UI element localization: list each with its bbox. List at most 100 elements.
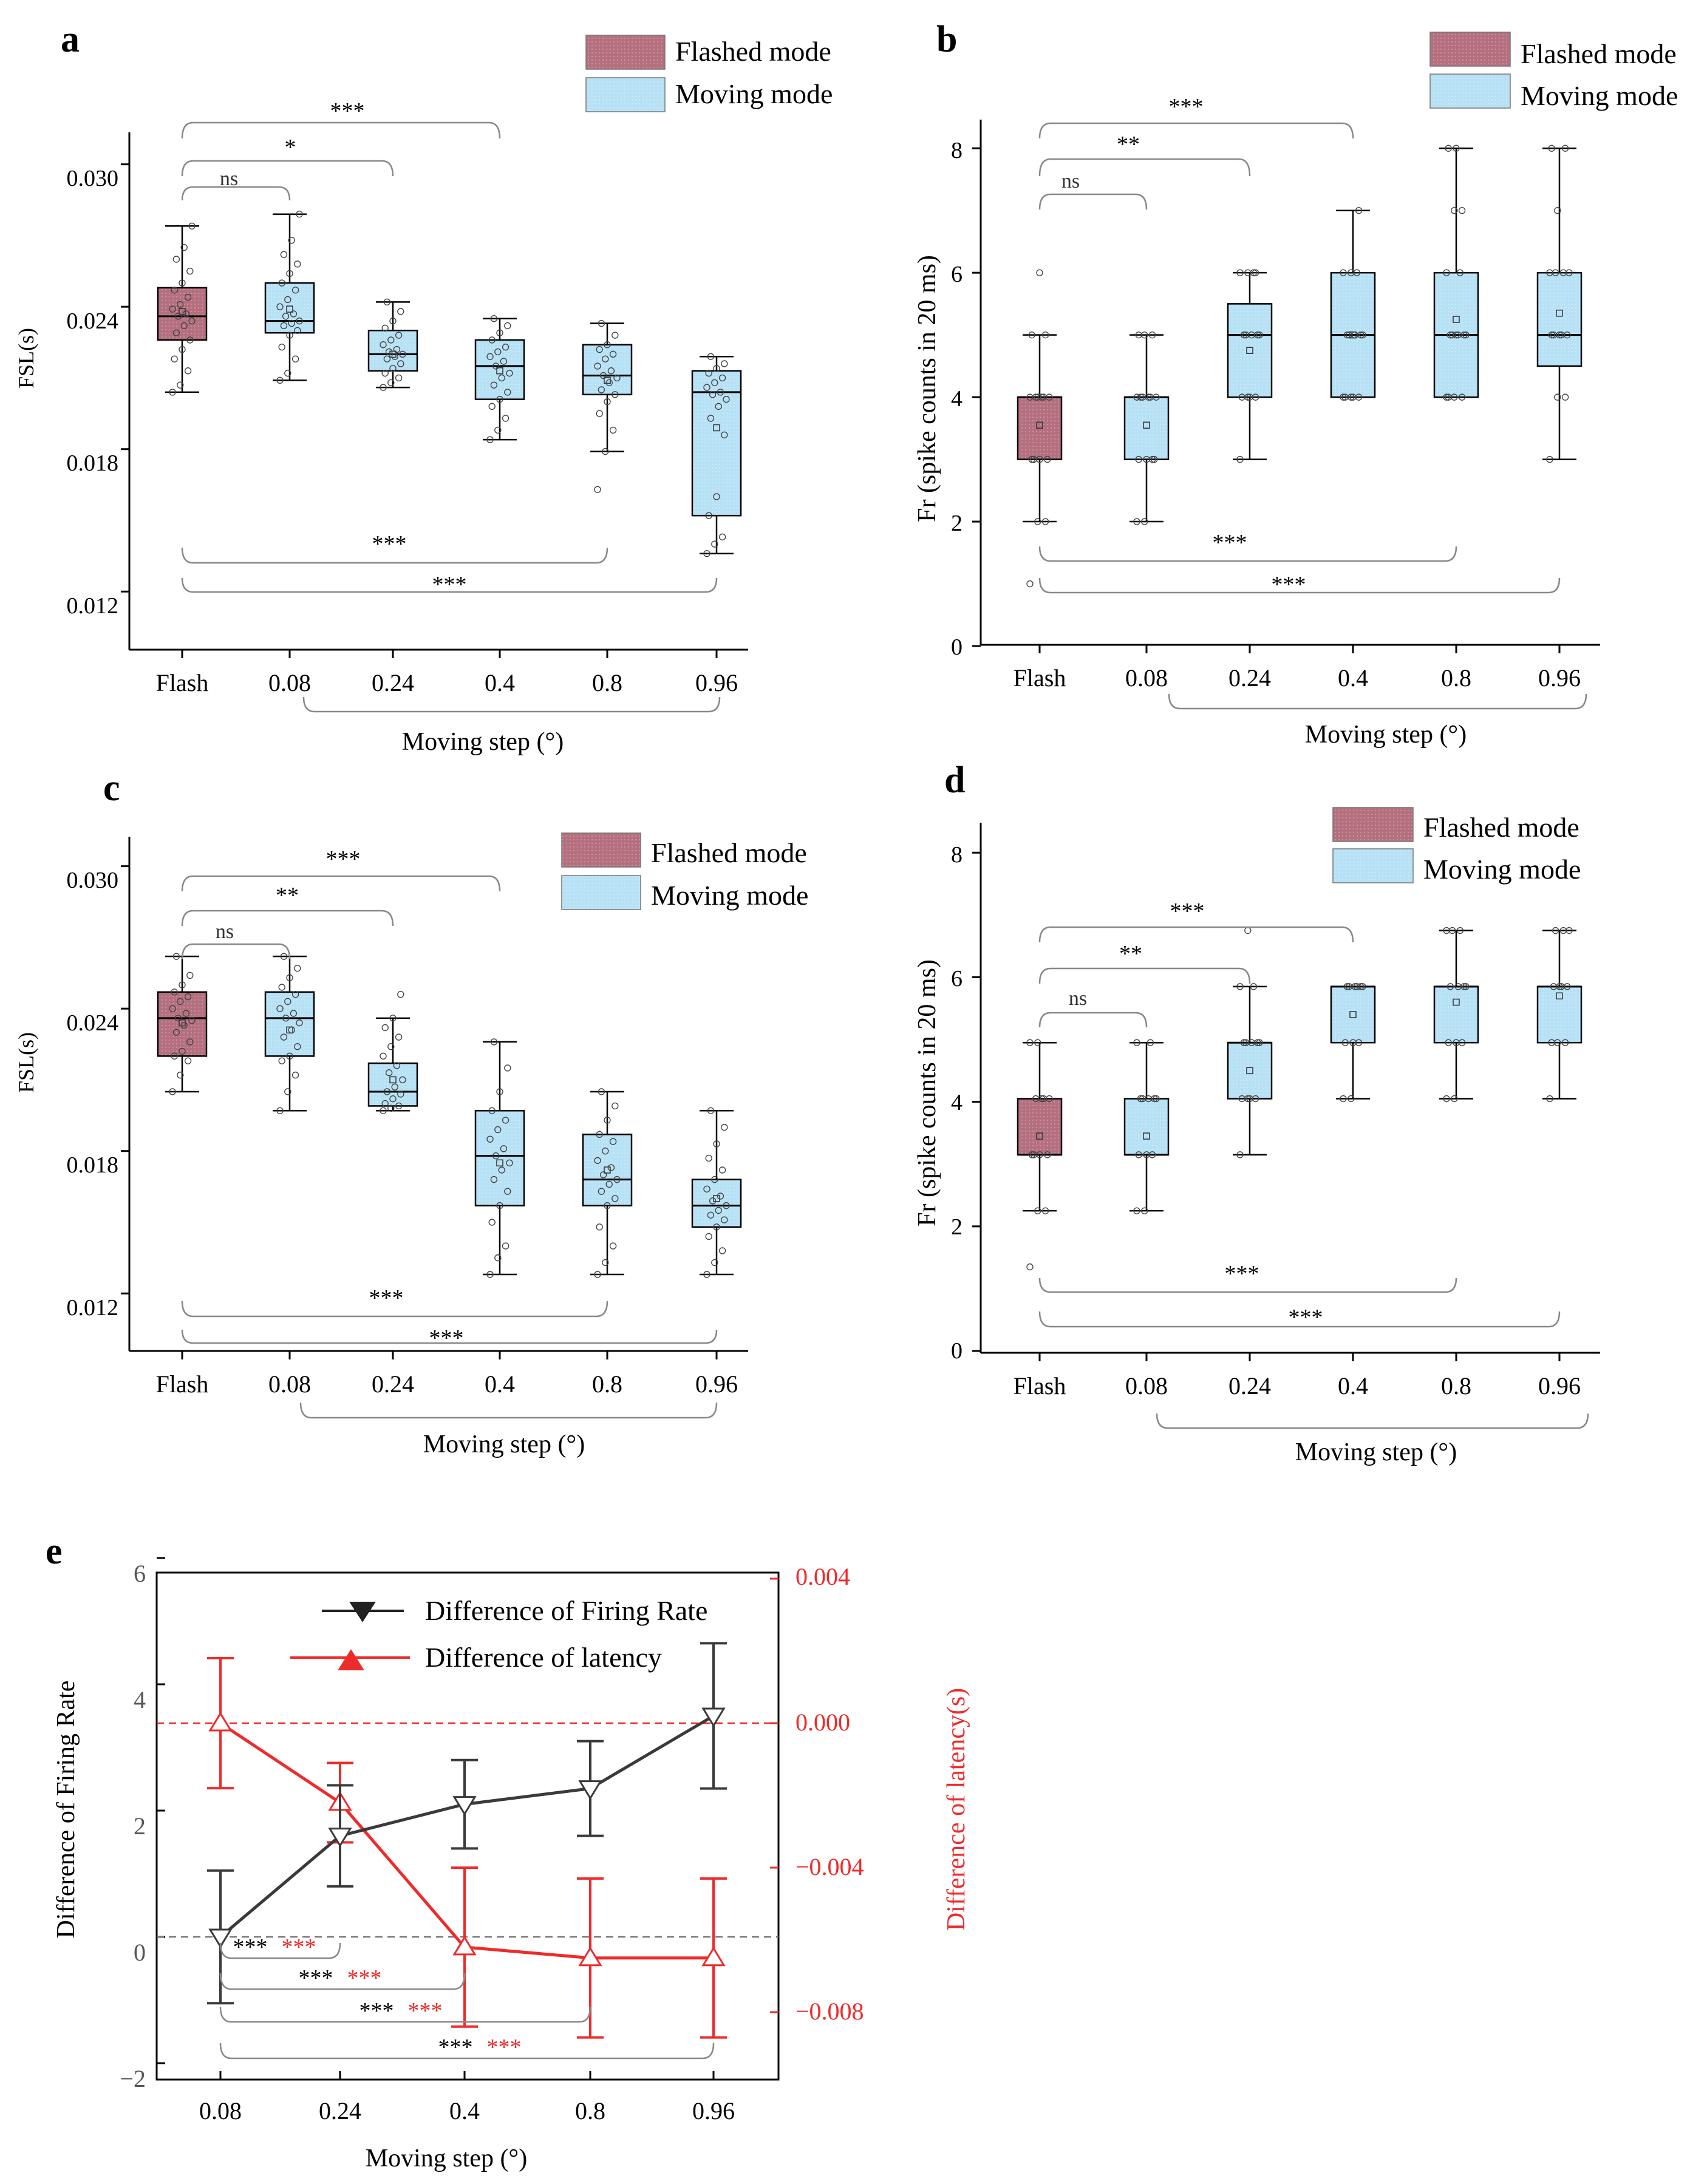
- significance-label: **: [1119, 941, 1142, 967]
- box-mean-marker: [496, 367, 503, 375]
- significance-label: ns: [1069, 987, 1087, 1010]
- data-point: [598, 1188, 605, 1195]
- data-point: [383, 298, 391, 306]
- data-point: [1445, 145, 1452, 152]
- y-tick-label: 0: [951, 1338, 963, 1364]
- legend-swatch-moving: [561, 875, 641, 910]
- data-point: [284, 1088, 291, 1095]
- data-point: [1558, 983, 1565, 990]
- significance-bracket: [219, 1942, 341, 1959]
- significance-bracket: [1038, 1311, 1561, 1328]
- data-point: [1135, 455, 1142, 463]
- y-tick-label: 0.018: [67, 451, 119, 476]
- x-tick-label: 0.4: [449, 2097, 480, 2124]
- data-point: [276, 1005, 284, 1012]
- box-mean-marker: [389, 350, 397, 358]
- significance-label: ***: [1272, 572, 1306, 597]
- data-point: [391, 353, 398, 360]
- data-point: [1453, 1039, 1460, 1046]
- data-point: [1561, 145, 1569, 152]
- box-mean-marker: [1453, 316, 1460, 323]
- x-axis-label: Moving step (°): [1305, 721, 1467, 749]
- data-point: [502, 1242, 509, 1250]
- significance-label: ***: [369, 1285, 404, 1311]
- plot-frame: [155, 1571, 780, 2081]
- data-point: [490, 381, 498, 389]
- data-point: [186, 1038, 194, 1046]
- significance-bracket: [181, 943, 291, 960]
- data-point: [504, 1064, 511, 1072]
- data-point: [1246, 1095, 1253, 1103]
- data-point: [387, 379, 395, 386]
- x-tick-label: 0.4: [1338, 664, 1368, 692]
- data-point: [1546, 1095, 1553, 1103]
- data-point: [395, 1102, 403, 1110]
- plot-area: 0.08 0.24 0.4 0.8 0.96 *** *** *** *** *** *** *** *…: [155, 1557, 780, 2124]
- x-tick-label: Flash: [1014, 1372, 1066, 1400]
- data-point: [1242, 331, 1250, 339]
- significance-bracket: [1038, 1012, 1148, 1028]
- legend-label: Flashed mode: [651, 837, 807, 868]
- data-point: [1443, 1095, 1450, 1103]
- legend-label: Moving mode: [651, 880, 808, 911]
- data-point: [1546, 455, 1553, 463]
- data-point: [291, 1071, 299, 1079]
- box-mean-marker: [713, 1195, 720, 1202]
- data-point: [721, 1216, 728, 1223]
- data-point: [612, 1195, 619, 1202]
- significance-label: ***: [1169, 94, 1204, 120]
- data-point: [1552, 927, 1559, 934]
- data-point: [1256, 331, 1263, 339]
- data-point: [502, 343, 509, 351]
- data-point: [607, 367, 615, 375]
- data-point: [180, 322, 188, 330]
- data-point: [713, 493, 720, 500]
- data-point: [393, 1062, 401, 1069]
- data-point: [715, 403, 722, 410]
- y-tick-label-left: −2: [120, 2065, 146, 2092]
- data-point: [1148, 331, 1156, 339]
- data-point: [494, 1254, 502, 1262]
- significance-bracket: [1038, 193, 1148, 210]
- x-tick-label: 0.8: [592, 1370, 622, 1398]
- significance-label: ***: [372, 531, 407, 557]
- data-point: [380, 1052, 387, 1060]
- data-point: [1454, 983, 1462, 990]
- data-point: [715, 1206, 722, 1214]
- data-point: [486, 353, 494, 360]
- data-point: [177, 301, 184, 308]
- data-point: [177, 1071, 184, 1079]
- legend: Difference of Firing Rate Difference of …: [290, 1595, 707, 1673]
- data-point: [599, 372, 607, 379]
- x-tick-label: 0.24: [372, 669, 414, 696]
- data-point: [280, 322, 288, 330]
- data-point: [711, 379, 718, 386]
- data-point: [171, 287, 178, 294]
- data-point: [397, 1090, 404, 1098]
- box-mean-marker: [1556, 310, 1563, 317]
- data-point: [613, 1175, 621, 1183]
- panel-e: e 0.08 0.24 0.4 0.8 0.96 *** *** *** *** *** *** **…: [46, 1531, 970, 2172]
- data-point-up-triangle: [701, 1946, 726, 1967]
- data-point: [602, 1259, 609, 1267]
- x-axis-label: Moving step (°): [366, 2145, 527, 2172]
- data-point: [713, 1223, 720, 1231]
- box: [264, 991, 315, 1057]
- data-point: [280, 1033, 288, 1041]
- data-point: [1458, 207, 1466, 214]
- data-point: [496, 329, 503, 336]
- y-axis-label: Fr (spike counts in 20 ms): [913, 959, 941, 1226]
- data-point: [488, 1219, 496, 1226]
- box-mean-marker: [1143, 421, 1150, 429]
- significance-bracket: [1038, 158, 1251, 177]
- data-point: [602, 447, 609, 455]
- data-point: [718, 374, 726, 382]
- box: [1017, 1098, 1063, 1156]
- data-point: [596, 345, 603, 353]
- data-point: [1348, 1095, 1355, 1103]
- data-point: [186, 336, 194, 344]
- data-point-down-triangle: [578, 1780, 602, 1800]
- data-point: [1548, 145, 1555, 152]
- data-point: [179, 279, 186, 287]
- data-point: [1242, 1039, 1250, 1046]
